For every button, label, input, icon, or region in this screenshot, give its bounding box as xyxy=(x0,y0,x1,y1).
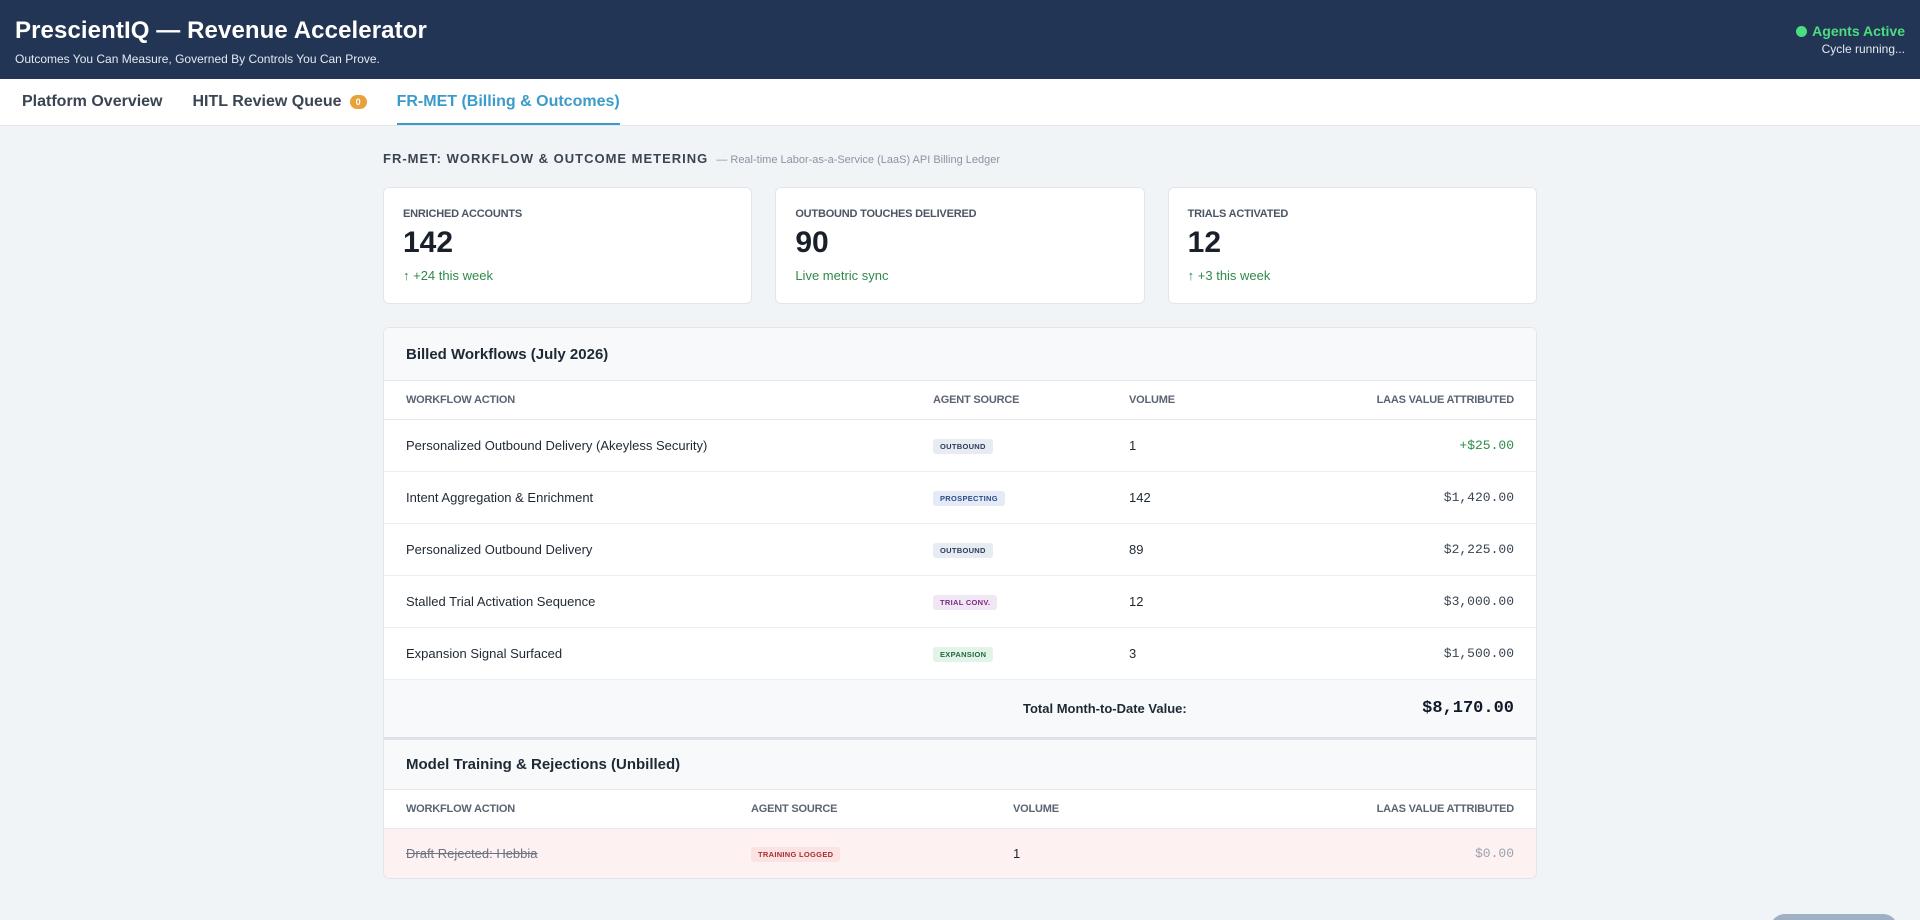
status-subtext: Cycle running... xyxy=(1821,42,1905,56)
total-label: Total Month-to-Date Value: xyxy=(933,679,1238,737)
table-header-row: WORKFLOW ACTION AGENT SOURCE VOLUME LAAS… xyxy=(384,790,1536,829)
status-label: Agents Active xyxy=(1812,23,1905,39)
agent-source-tag: OUTBOUND xyxy=(933,438,993,454)
section-heading: FR-MET: WORKFLOW & OUTCOME METERING — Re… xyxy=(383,151,1537,166)
section-title: FR-MET: WORKFLOW & OUTCOME METERING xyxy=(383,151,709,166)
workflow-action: Personalized Outbound Delivery xyxy=(384,523,933,576)
laas-value: +$25.00 xyxy=(1237,419,1536,472)
column-header: AGENT SOURCE xyxy=(933,381,1129,420)
agent-source-tag: EXPANSION xyxy=(933,646,994,662)
unbilled-table-title: Model Training & Rejections (Unbilled) xyxy=(384,737,1536,790)
kpi-value: 142 xyxy=(403,226,454,259)
table-row[interactable]: Personalized Outbound Delivery OUTBOUND … xyxy=(384,523,1536,576)
ledger-card: Billed Workflows (July 2026) WORKFLOW AC… xyxy=(383,327,1537,879)
workflow-action: Personalized Outbound Delivery (Akeyless… xyxy=(384,419,933,472)
agent-source-tag: OUTBOUND xyxy=(933,542,993,558)
workflow-action: Intent Aggregation & Enrichment xyxy=(384,471,933,524)
volume: 3 xyxy=(1129,627,1238,680)
laas-value: $1,500.00 xyxy=(1237,627,1536,680)
total-row: Total Month-to-Date Value: $8,170.00 xyxy=(384,679,1536,737)
volume: 89 xyxy=(1129,523,1238,576)
main-content: FR-MET: WORKFLOW & OUTCOME METERING — Re… xyxy=(383,126,1537,879)
tab-label: Platform Overview xyxy=(22,93,163,110)
volume: 142 xyxy=(1129,471,1238,524)
app-title: PrescientIQ — Revenue Accelerator xyxy=(15,17,427,44)
table-row[interactable]: Personalized Outbound Delivery (Akeyless… xyxy=(384,419,1536,472)
volume: 12 xyxy=(1129,575,1238,628)
kpi-value: 90 xyxy=(795,226,829,259)
section-subtitle: — Real-time Labor-as-a-Service (LaaS) AP… xyxy=(716,154,1000,166)
table-header-row: WORKFLOW ACTION AGENT SOURCE VOLUME LAAS… xyxy=(384,381,1536,420)
tab-fr-met[interactable]: FR-MET (Billing & Outcomes) xyxy=(396,79,620,125)
column-header: VOLUME xyxy=(1013,790,1130,829)
column-header: AGENT SOURCE xyxy=(751,790,1013,829)
tab-bar: Platform Overview HITL Review Queue 0 FR… xyxy=(0,79,1920,126)
kpi-row: ENRICHED ACCOUNTS 142 ↑ +24 this week OU… xyxy=(383,187,1537,304)
laas-value: $0.00 xyxy=(1129,828,1536,878)
queue-count-badge: 0 xyxy=(349,95,367,109)
workflow-action: Stalled Trial Activation Sequence xyxy=(384,575,933,628)
column-header: LAAS VALUE ATTRIBUTED xyxy=(1129,790,1536,829)
kpi-delta: Live metric sync xyxy=(795,268,889,283)
floating-action-button[interactable] xyxy=(1770,914,1898,920)
agent-source-tag: TRAINING LOGGED xyxy=(751,846,841,862)
laas-value: $3,000.00 xyxy=(1237,575,1536,628)
kpi-label: TRIALS ACTIVATED xyxy=(1187,208,1289,220)
agent-source-tag: TRIAL CONV. xyxy=(933,594,998,610)
status-dot-icon xyxy=(1796,25,1808,37)
kpi-value: 12 xyxy=(1187,226,1222,259)
billed-table-title: Billed Workflows (July 2026) xyxy=(384,328,1536,381)
volume: 1 xyxy=(1129,419,1238,472)
agent-status: Agents Active Cycle running... xyxy=(1796,23,1905,56)
tab-hitl-review-queue[interactable]: HITL Review Queue 0 xyxy=(193,79,367,125)
workflow-action: Draft Rejected: Hebbia xyxy=(384,828,751,878)
volume: 1 xyxy=(1013,828,1130,878)
tab-platform-overview[interactable]: Platform Overview xyxy=(22,79,163,125)
workflow-action: Expansion Signal Surfaced xyxy=(384,627,933,680)
kpi-label: OUTBOUND TOUCHES DELIVERED xyxy=(795,208,977,220)
total-value: $8,170.00 xyxy=(1237,679,1536,737)
table-row[interactable]: Draft Rejected: Hebbia TRAINING LOGGED 1… xyxy=(384,828,1536,878)
kpi-delta: ↑ +24 this week xyxy=(403,268,493,283)
billed-workflows-table: WORKFLOW ACTION AGENT SOURCE VOLUME LAAS… xyxy=(384,381,1536,737)
laas-value: $2,225.00 xyxy=(1237,523,1536,576)
column-header: WORKFLOW ACTION xyxy=(384,381,933,420)
table-row[interactable]: Stalled Trial Activation Sequence TRIAL … xyxy=(384,575,1536,628)
unbilled-table: WORKFLOW ACTION AGENT SOURCE VOLUME LAAS… xyxy=(384,790,1536,878)
column-header: LAAS VALUE ATTRIBUTED xyxy=(1237,381,1536,420)
kpi-delta: ↑ +3 this week xyxy=(1187,268,1271,283)
table-row[interactable]: Intent Aggregation & Enrichment PROSPECT… xyxy=(384,471,1536,524)
column-header: WORKFLOW ACTION xyxy=(384,790,751,829)
laas-value: $1,420.00 xyxy=(1237,471,1536,524)
app-header: PrescientIQ — Revenue Accelerator Outcom… xyxy=(0,0,1920,79)
column-header: VOLUME xyxy=(1129,381,1238,420)
app-subtitle: Outcomes You Can Measure, Governed By Co… xyxy=(15,52,380,66)
kpi-label: ENRICHED ACCOUNTS xyxy=(403,208,523,220)
agent-source-tag: PROSPECTING xyxy=(933,490,1005,506)
tab-label: FR-MET (Billing & Outcomes) xyxy=(396,93,620,110)
kpi-card-trials-activated: TRIALS ACTIVATED 12 ↑ +3 this week xyxy=(1167,187,1537,304)
kpi-card-outbound-touches: OUTBOUND TOUCHES DELIVERED 90 Live metri… xyxy=(775,187,1145,304)
tab-label: HITL Review Queue xyxy=(192,93,342,110)
kpi-card-enriched-accounts: ENRICHED ACCOUNTS 142 ↑ +24 this week xyxy=(383,187,753,304)
table-row[interactable]: Expansion Signal Surfaced EXPANSION 3 $1… xyxy=(384,627,1536,680)
